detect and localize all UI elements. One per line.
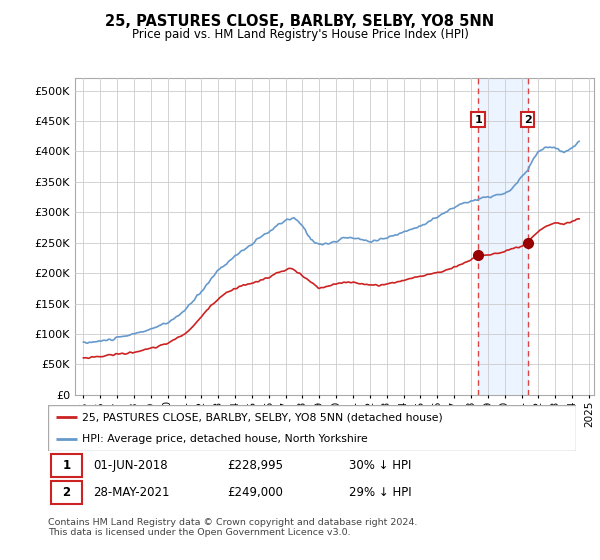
- FancyBboxPatch shape: [50, 454, 82, 477]
- Bar: [572, 78, 600, 395]
- Text: £228,995: £228,995: [227, 459, 284, 472]
- Text: 2: 2: [524, 115, 532, 124]
- Text: 1: 1: [474, 115, 482, 124]
- Text: 01-JUN-2018: 01-JUN-2018: [93, 459, 167, 472]
- Text: 28-MAY-2021: 28-MAY-2021: [93, 486, 169, 499]
- Text: 1: 1: [62, 459, 71, 472]
- FancyBboxPatch shape: [50, 481, 82, 504]
- Bar: [572, 78, 600, 395]
- Text: £249,000: £249,000: [227, 486, 283, 499]
- Text: 25, PASTURES CLOSE, BARLBY, SELBY, YO8 5NN: 25, PASTURES CLOSE, BARLBY, SELBY, YO8 5…: [106, 14, 494, 29]
- FancyBboxPatch shape: [48, 405, 576, 451]
- Text: 30% ↓ HPI: 30% ↓ HPI: [349, 459, 412, 472]
- Text: 29% ↓ HPI: 29% ↓ HPI: [349, 486, 412, 499]
- Text: 2: 2: [62, 486, 71, 499]
- Text: 25, PASTURES CLOSE, BARLBY, SELBY, YO8 5NN (detached house): 25, PASTURES CLOSE, BARLBY, SELBY, YO8 5…: [82, 412, 443, 422]
- Text: Contains HM Land Registry data © Crown copyright and database right 2024.
This d: Contains HM Land Registry data © Crown c…: [48, 518, 418, 538]
- Text: Price paid vs. HM Land Registry's House Price Index (HPI): Price paid vs. HM Land Registry's House …: [131, 28, 469, 41]
- Bar: [478, 78, 528, 395]
- Text: HPI: Average price, detached house, North Yorkshire: HPI: Average price, detached house, Nort…: [82, 435, 368, 444]
